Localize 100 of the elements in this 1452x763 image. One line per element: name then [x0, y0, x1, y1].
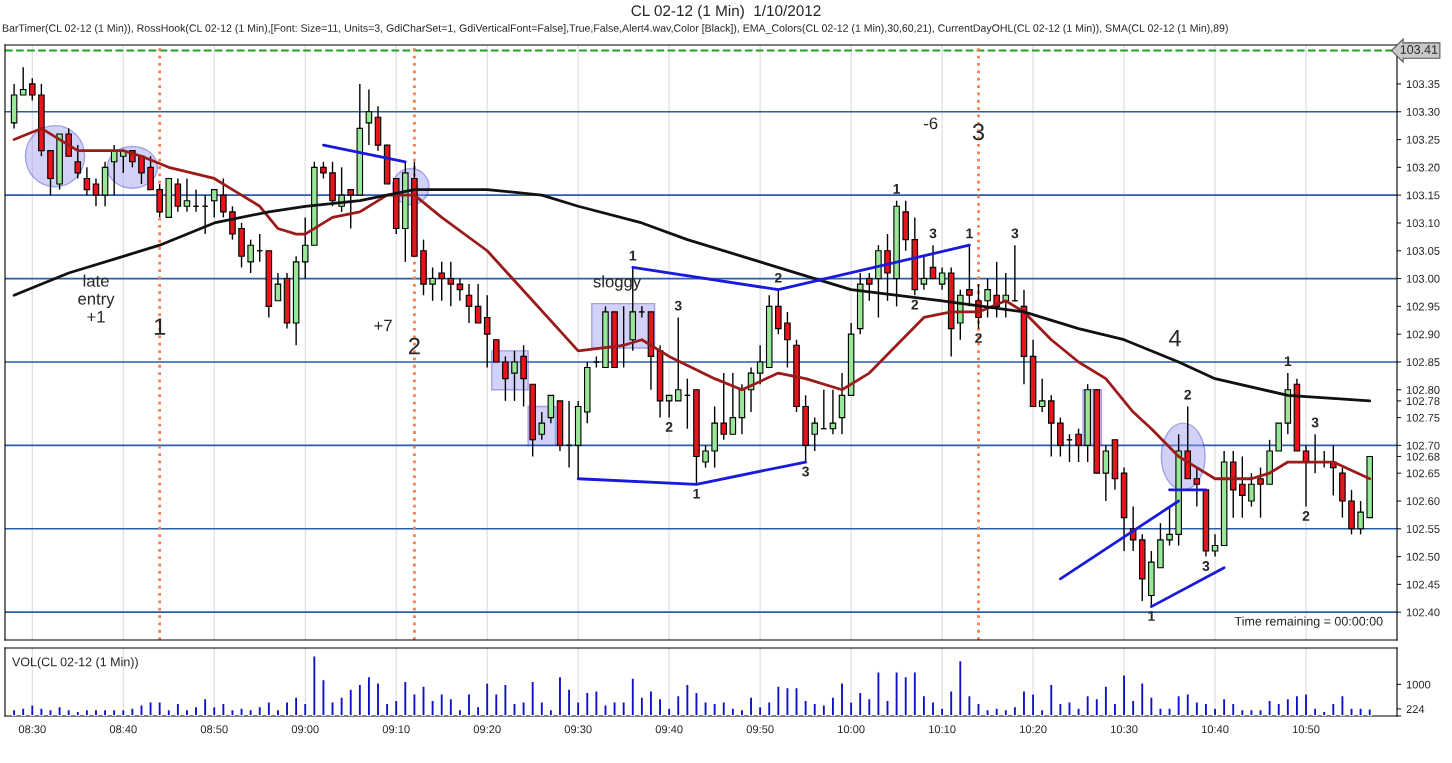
bar — [1048, 683, 1054, 716]
annotation: 3 — [674, 300, 682, 311]
candlestick — [729, 372, 737, 435]
candlestick — [884, 233, 891, 302]
candlestick — [1211, 533, 1219, 558]
y-tick-label: 102.55 — [1406, 525, 1440, 533]
bar — [521, 701, 526, 716]
candlestick — [147, 155, 154, 191]
candlestick — [220, 177, 227, 219]
bar — [539, 701, 545, 716]
candlestick — [920, 255, 928, 291]
candlestick — [74, 144, 82, 180]
bar — [1330, 702, 1336, 716]
x-tick-label: 09:30 — [564, 725, 592, 734]
bar — [976, 702, 981, 716]
candlestick — [138, 155, 145, 185]
candlestick — [1066, 433, 1073, 463]
x-tick-label: 08:50 — [200, 725, 228, 734]
bar — [1130, 699, 1136, 716]
bar — [821, 704, 827, 716]
candlestick — [674, 316, 682, 402]
candlestick — [1257, 466, 1264, 519]
candlestick — [1357, 500, 1364, 536]
annotation: 3 — [1202, 561, 1210, 571]
x-tick-label: 10:10 — [929, 725, 956, 734]
candlestick — [502, 355, 509, 402]
bar — [184, 708, 190, 716]
candlestick — [938, 266, 946, 291]
candlestick — [756, 344, 764, 385]
bar — [1058, 702, 1063, 716]
bar — [457, 708, 463, 716]
bar — [1340, 694, 1345, 716]
y-tick-label: 102.65 — [1406, 469, 1440, 478]
candlestick — [1057, 416, 1064, 458]
x-tick-label: 08:30 — [18, 725, 46, 734]
chart-subtitle: BarTimer(CL 02-12 (1 Min)), RossHook(CL 02-12 (1 Min),[Font: Size=11, Units=3, GdiCharSet=1, GdiVerticalFont=False],True,False,Alert4.wav,Color [Black]), EMA_Colors(CL 02-12 (1 Min),30,60,21), CurrentDayOHL(CL 02-12 (1 Min)), SMA(CL 02-12 (1 Min),89) — [2, 24, 1228, 34]
bar — [1003, 708, 1009, 716]
bar — [1176, 694, 1181, 716]
bar — [111, 708, 117, 716]
candlestick — [474, 283, 482, 324]
annotation: 3 — [1011, 228, 1019, 239]
bar — [666, 707, 672, 716]
y-tick-label: 1000 — [1406, 680, 1431, 689]
bar — [29, 704, 35, 716]
bar — [102, 708, 108, 716]
y-tick-label: 103.00 — [1406, 274, 1440, 283]
bar — [139, 704, 144, 716]
candlestick — [838, 372, 846, 435]
annotation: Time remaining = 00:00:00 — [1234, 616, 1383, 629]
annotation: 1 — [1148, 611, 1155, 621]
bar — [257, 705, 263, 716]
candlestick — [511, 350, 518, 402]
candlestick — [465, 283, 473, 324]
candlestick — [866, 272, 873, 302]
bar — [120, 708, 126, 716]
x-tick-label: 09:20 — [473, 725, 501, 734]
y-tick-label: 102.40 — [1406, 608, 1440, 617]
bar — [766, 701, 772, 716]
bar — [894, 671, 899, 716]
bar — [1267, 699, 1272, 716]
bar — [994, 707, 1000, 716]
bar — [1240, 708, 1245, 716]
candlestick — [702, 444, 709, 469]
candlestick — [775, 288, 782, 335]
y-tick-label: 102.70 — [1406, 441, 1440, 450]
bar — [493, 693, 499, 716]
y-tick-label: 102.60 — [1406, 497, 1440, 506]
x-tick-label: 10:30 — [1111, 725, 1138, 734]
x-tick-label: 09:10 — [382, 725, 410, 734]
candlestick — [183, 177, 191, 213]
y-tick-label: 103.10 — [1406, 219, 1440, 228]
candlestick — [829, 389, 837, 435]
bar — [1285, 697, 1291, 716]
bar — [785, 686, 790, 716]
candlestick — [92, 177, 100, 207]
y-tick-label: 102.50 — [1406, 552, 1440, 561]
candlestick — [247, 238, 254, 274]
y-tick-label: 102.75 — [1406, 413, 1440, 422]
text: VOL(CL 02-12 (1 Min)) — [12, 657, 138, 669]
annotation: 1 — [629, 250, 637, 261]
annotation: 4 — [1168, 329, 1181, 347]
annotation: 3 — [972, 123, 985, 141]
bar — [1185, 693, 1191, 716]
bar — [484, 682, 490, 716]
x-tick-label: 09:00 — [291, 725, 319, 734]
candlestick — [1038, 377, 1046, 413]
annotation: 2 — [975, 333, 982, 343]
annotation: 3 — [1311, 417, 1319, 428]
bar — [694, 691, 699, 716]
bar — [157, 701, 162, 716]
bar — [75, 710, 81, 716]
bar — [1139, 682, 1145, 716]
bar — [594, 690, 599, 716]
candlestick — [538, 411, 546, 441]
candlestick — [1075, 427, 1082, 463]
annotation: +7 — [374, 319, 392, 332]
bar — [584, 691, 590, 716]
bar — [685, 683, 690, 716]
candlestick — [456, 277, 464, 302]
bar — [603, 704, 608, 716]
